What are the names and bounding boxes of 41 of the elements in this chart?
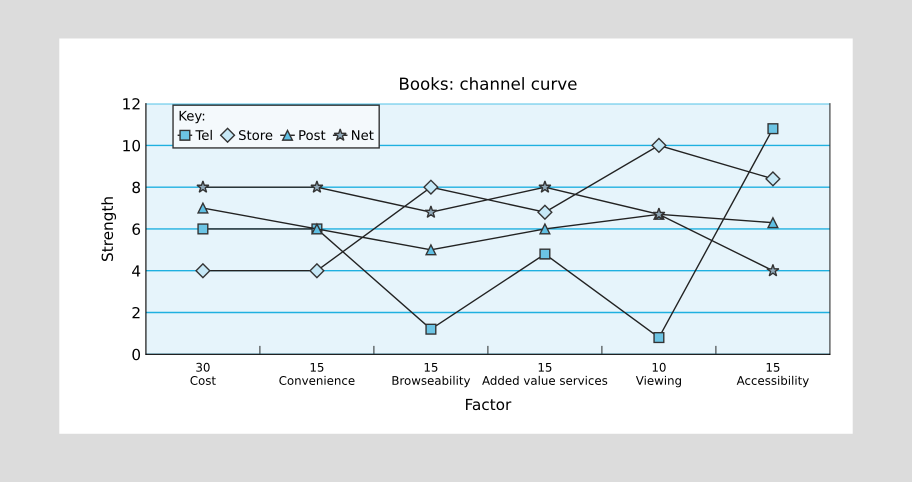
- y-tick-label: 10: [123, 140, 140, 152]
- x-tick-label: 15 Browseability: [392, 362, 470, 388]
- x-tick-label: 15 Accessibility: [736, 362, 809, 388]
- point: [539, 223, 550, 235]
- x-tick-label: 30 Cost: [190, 362, 216, 385]
- point: [765, 171, 780, 186]
- point: [309, 263, 324, 278]
- x-tick-label: 10 Viewing: [636, 362, 681, 388]
- point: [197, 223, 208, 235]
- point: [653, 332, 664, 344]
- point: [651, 138, 666, 153]
- point: [767, 217, 778, 228]
- point: [424, 205, 438, 218]
- y-tick-label: 6: [132, 223, 140, 235]
- x-tick-label: 15 Added value services: [482, 362, 608, 385]
- y-tick-label: 8: [132, 182, 140, 194]
- legend-label: Tel: [195, 130, 212, 140]
- x-axis-title: Factor: [466, 398, 512, 410]
- point: [425, 324, 436, 335]
- y-tick-label: 12: [123, 98, 140, 110]
- legend-label: Post: [299, 130, 326, 140]
- y-tick-label: 4: [132, 265, 140, 277]
- point: [197, 202, 208, 214]
- point: [539, 248, 550, 260]
- y-tick-label: 0: [132, 348, 140, 360]
- legend-label: Store: [239, 130, 272, 140]
- legend-label: Net: [352, 130, 374, 140]
- point: [767, 123, 778, 134]
- chart-title: Books: channel curve: [400, 77, 577, 90]
- point: [195, 263, 210, 278]
- y-tick-label: 2: [132, 306, 140, 318]
- x-tick-label: 15 Convenience: [279, 362, 355, 385]
- point: [537, 204, 552, 220]
- point: [538, 180, 552, 193]
- point: [196, 180, 210, 193]
- y-axis-title: Strength: [101, 197, 116, 261]
- point: [423, 180, 438, 195]
- point: [425, 244, 436, 256]
- point: [766, 264, 780, 276]
- point: [310, 180, 324, 193]
- legend-title: Key:: [180, 110, 204, 124]
